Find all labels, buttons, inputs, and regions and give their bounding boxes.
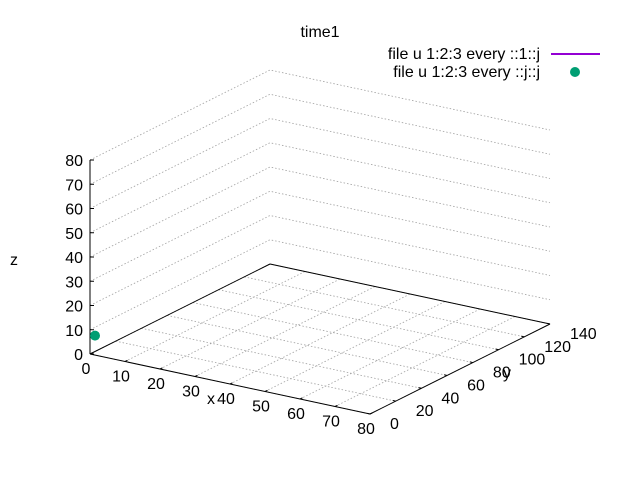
floor-gridline-x <box>299 308 481 400</box>
base-edge-back <box>269 263 551 325</box>
y-tick-label: 140 <box>570 326 597 343</box>
floor-gridline-x <box>334 316 516 407</box>
y-axis-line <box>369 323 551 415</box>
y-tick-label: 60 <box>467 377 485 394</box>
floor-gridline-x <box>229 293 411 385</box>
z-tick-label: 80 <box>65 153 83 170</box>
floor-gridline-y <box>141 327 422 389</box>
x-tick-mark <box>194 374 198 377</box>
y-tick-mark <box>521 335 525 338</box>
z-tick-label: 60 <box>65 202 83 219</box>
y-tick-mark <box>418 387 422 389</box>
floor-gridline-x <box>264 301 446 392</box>
z-tick-label: 20 <box>65 299 83 316</box>
wall-gridline-z <box>89 239 551 331</box>
base-edge-back-left <box>89 263 271 355</box>
x-tick-label: 60 <box>287 406 305 423</box>
legend: file u 1:2:3 every ::1::j file u 1:2:3 e… <box>388 46 600 81</box>
x-tick-mark <box>264 389 268 392</box>
y-tick-label: 120 <box>544 339 571 356</box>
z-axis-label: z <box>10 252 18 269</box>
y-tick-mark <box>495 348 499 351</box>
wall-gridline-z <box>89 118 551 209</box>
y-tick-label: 80 <box>493 365 511 382</box>
x-tick-mark <box>334 404 338 407</box>
axes <box>89 160 551 415</box>
floor-gridline-x <box>159 278 341 370</box>
x-axis-label: x <box>207 391 215 408</box>
x-tick-label: 0 <box>82 361 91 378</box>
y-tick-label: 40 <box>441 390 459 407</box>
y-tick-mark <box>444 374 448 376</box>
z-tick-label: 70 <box>65 177 83 194</box>
x-tick-mark <box>299 397 303 400</box>
x-tick-mark <box>369 412 373 415</box>
x-tick-label: 20 <box>147 376 165 393</box>
x-tick-label: 30 <box>182 384 200 401</box>
z-tick-label: 50 <box>65 226 83 243</box>
x-tick-mark <box>229 382 233 385</box>
floor-gridline-y <box>167 315 448 376</box>
wall-gridline-z <box>89 215 551 306</box>
grid <box>89 69 551 415</box>
x-tick-label: 50 <box>252 399 270 416</box>
x-tick-mark <box>124 359 128 362</box>
y-tick-mark <box>546 322 551 325</box>
legend-label-series-2: file u 1:2:3 every ::j::j <box>393 64 540 81</box>
wall-gridline-z <box>89 166 551 258</box>
wall-gridline-z <box>89 69 551 161</box>
z-tick-label: 40 <box>65 250 83 267</box>
floor-gridline-y <box>115 340 396 402</box>
floor-gridline-x <box>124 271 306 362</box>
y-tick-label: 20 <box>416 403 434 420</box>
data-marks <box>90 330 100 341</box>
z-tick-label: 10 <box>65 323 83 340</box>
wall-gridline-z <box>89 190 551 282</box>
x-tick-label: 10 <box>112 369 130 386</box>
y-tick-label: 100 <box>519 352 546 369</box>
floor-gridline-y <box>218 289 499 351</box>
floor-gridline-y <box>192 302 473 363</box>
legend-swatch-series-2 <box>570 67 580 77</box>
data-point-series-2 <box>90 330 100 341</box>
y-tick-label: 0 <box>390 416 399 433</box>
chart-title: time1 <box>300 24 339 41</box>
wall-gridline-z <box>89 93 551 185</box>
legend-label-series-1: file u 1:2:3 every ::1::j <box>388 46 540 63</box>
floor-gridline-y <box>244 276 525 338</box>
x-tick-label: 70 <box>322 414 340 431</box>
z-tick-label: 0 <box>74 347 83 364</box>
y-tick-mark <box>469 361 473 364</box>
y-axis-label: y <box>503 365 511 382</box>
z-tick-label: 30 <box>65 274 83 291</box>
x-tick-label: 40 <box>217 391 235 408</box>
y-tick-mark <box>392 399 396 402</box>
x-tick-mark <box>159 367 163 370</box>
y-tick-mark <box>366 412 371 415</box>
floor-gridline-x <box>194 286 376 377</box>
x-tick-label: 80 <box>357 421 375 438</box>
wall-gridline-z <box>89 142 551 234</box>
